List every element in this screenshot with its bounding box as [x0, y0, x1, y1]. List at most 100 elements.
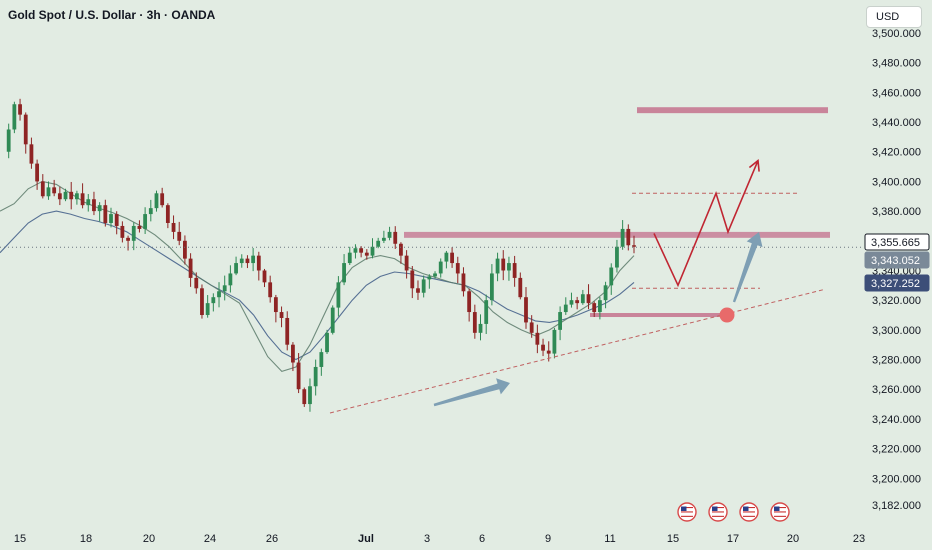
- candle-body: [524, 297, 528, 323]
- candle-body: [404, 255, 409, 271]
- candle-body: [114, 214, 119, 226]
- annotations: [0, 159, 862, 414]
- candle-body: [518, 277, 523, 298]
- candle-body: [416, 288, 420, 293]
- candle-body: [563, 304, 568, 313]
- us-flag-event-icon[interactable]: [677, 502, 697, 522]
- candle-body: [359, 248, 364, 253]
- flag-canton: [712, 506, 718, 511]
- candle-body: [495, 258, 500, 274]
- candle-body: [387, 231, 392, 238]
- candle-body: [285, 317, 290, 345]
- candle-body: [268, 282, 273, 298]
- candle-body: [177, 231, 182, 241]
- candle-body: [148, 208, 153, 215]
- time-axis[interactable]: 15 18 20 24 26 Jul 3 6 9 11 15 17 20 23: [14, 533, 865, 545]
- flag-stripe: [712, 509, 724, 511]
- us-flag-event-icon[interactable]: [739, 502, 759, 522]
- candle-body: [541, 344, 545, 351]
- flag-stripe: [681, 509, 693, 511]
- candle-body: [234, 263, 238, 274]
- candle-body: [512, 263, 517, 278]
- candle-body: [558, 312, 562, 330]
- flag-stripe: [712, 515, 724, 517]
- candle-body: [35, 163, 40, 182]
- time-tick-label: 6: [479, 533, 485, 545]
- flag-stripe: [774, 509, 786, 511]
- candle-body: [188, 258, 193, 278]
- us-flag-event-icon[interactable]: [708, 502, 728, 522]
- candle-body: [319, 352, 324, 367]
- us-flag-event-icon[interactable]: [770, 502, 790, 522]
- candles: [6, 98, 636, 412]
- candle-body: [472, 312, 477, 333]
- time-tick-label: 24: [204, 533, 216, 545]
- price-badge-label: 3,343.052: [871, 255, 920, 267]
- price-tick-label: 3,182.000: [872, 500, 921, 512]
- candle-body: [364, 252, 369, 256]
- blue-breakout-arrow: [732, 232, 763, 303]
- time-tick-label: 9: [545, 533, 551, 545]
- flag-stripe: [743, 509, 755, 511]
- candle-body: [80, 193, 85, 206]
- candle-body: [546, 350, 551, 354]
- candle-body: [427, 276, 432, 280]
- time-tick-label: 11: [604, 533, 615, 545]
- candle-body: [484, 300, 489, 324]
- candle-body: [580, 294, 585, 304]
- time-tick-label: 18: [80, 533, 92, 545]
- flag-stripe: [743, 511, 755, 513]
- candle-body: [131, 225, 136, 241]
- price-badge-label: 3,327.252: [871, 278, 920, 290]
- candle-body: [228, 273, 233, 286]
- candle-body: [575, 300, 580, 304]
- price-tick-label: 3,200.000: [872, 473, 921, 485]
- resistance-zone: [404, 231, 830, 238]
- flag-canton: [743, 506, 749, 511]
- time-tick-label: 3: [424, 533, 430, 545]
- candle-body: [63, 191, 68, 200]
- chart-title: Gold Spot / U.S. Dollar · 3h · OANDA: [8, 8, 216, 22]
- price-tick-label: 3,260.000: [872, 384, 921, 396]
- candle-body: [489, 273, 494, 301]
- currency-button[interactable]: USD: [866, 6, 922, 28]
- candle-body: [137, 225, 142, 229]
- candle-body: [154, 193, 159, 209]
- time-tick-label: 20: [143, 533, 155, 545]
- time-tick-label: Jul: [358, 533, 374, 545]
- candle-body: [342, 263, 346, 283]
- support-line: [590, 313, 724, 318]
- candle-body: [296, 362, 301, 390]
- flag-stripe: [774, 507, 786, 509]
- candle-body: [632, 245, 636, 247]
- price-badge: 3,327.252: [864, 274, 930, 292]
- flag-stripe: [712, 511, 724, 513]
- price-badges: 3,355.665 3,343.052 3,327.252: [864, 233, 930, 292]
- flag-canton: [774, 506, 780, 511]
- flag-stripe: [681, 513, 693, 515]
- event-icons[interactable]: [677, 502, 790, 522]
- candle-body: [75, 193, 79, 200]
- projection-arrowhead: [748, 159, 760, 172]
- ascending-trendline: [329, 289, 824, 414]
- candle-body: [626, 228, 631, 246]
- trendline-touch-point: [719, 307, 735, 323]
- candle-body: [455, 263, 460, 274]
- candle-body: [245, 258, 250, 264]
- candle-body: [97, 205, 102, 212]
- price-tick-label: 3,220.000: [872, 444, 921, 456]
- price-tick-label: 3,500.000: [872, 28, 921, 40]
- candle-body: [330, 307, 335, 333]
- candle-body: [29, 144, 34, 164]
- candle-body: [336, 282, 341, 308]
- price-tick-label: 3,320.000: [872, 295, 921, 307]
- price-badge: 3,355.665: [864, 233, 930, 251]
- candle-body: [183, 240, 187, 259]
- price-axis[interactable]: 3,500.000 3,480.000 3,460.000 3,440.000 3,42…: [872, 28, 921, 512]
- flag-stripe: [681, 515, 693, 517]
- candle-body: [126, 237, 130, 241]
- candle-body: [171, 222, 176, 232]
- candle-body: [69, 191, 74, 200]
- candle-body: [160, 193, 165, 206]
